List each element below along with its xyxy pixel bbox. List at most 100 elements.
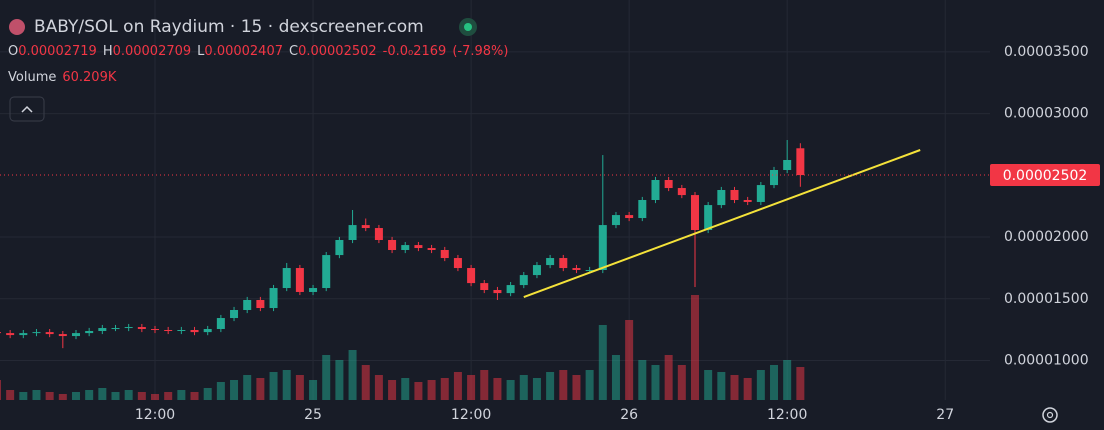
- candle-body: [335, 240, 344, 256]
- volume-bar: [467, 375, 476, 400]
- volume-legend: Volume 60.209K: [8, 70, 122, 85]
- volume-bar: [506, 380, 515, 400]
- trend-line: [523, 149, 921, 298]
- candle-body: [796, 148, 805, 176]
- x-tick-label: 26: [620, 407, 638, 423]
- candle-body: [664, 180, 673, 189]
- volume-bar: [177, 390, 186, 400]
- x-tick-label: 12:00: [135, 407, 175, 423]
- ohlc-legend: O0.00002719 H0.00002709 L0.00002407 C0.0000…: [8, 44, 514, 59]
- candle-body: [546, 258, 555, 266]
- candle-body: [388, 240, 397, 250]
- volume-bar: [32, 390, 41, 400]
- candle-body: [203, 329, 212, 333]
- volume-bar: [532, 378, 541, 400]
- volume-bar: [690, 295, 699, 400]
- candle-body: [690, 195, 699, 230]
- change: -0.0₀2169: [382, 44, 447, 59]
- volume-bar: [85, 390, 94, 400]
- y-tick-label: 0.00001500: [1004, 291, 1089, 307]
- candle-body: [783, 160, 792, 170]
- volume-bar: [295, 375, 304, 400]
- candle-body: [467, 268, 476, 284]
- candle-body: [743, 200, 752, 202]
- status-dot: [464, 23, 472, 31]
- candle-body: [309, 288, 318, 292]
- candle-body: [137, 327, 146, 330]
- candle-body: [177, 330, 186, 331]
- candle-body: [480, 283, 489, 290]
- volume-bar: [137, 392, 146, 400]
- volume-bar: [45, 392, 54, 400]
- l-value: 0.00002407: [204, 44, 283, 59]
- volume-bar: [440, 378, 449, 400]
- volume-bar: [664, 355, 673, 400]
- candle-body: [493, 290, 502, 294]
- candle-body: [598, 225, 607, 270]
- candle-body: [216, 318, 225, 330]
- y-tick-label: 0.00003500: [1004, 44, 1089, 60]
- last-price-label: 0.00002502: [1003, 168, 1088, 184]
- volume-bar: [203, 388, 212, 400]
- candle-body: [190, 330, 199, 333]
- volume-bar: [730, 375, 739, 400]
- volume-bar: [704, 370, 713, 400]
- settings-icon: [1046, 411, 1054, 419]
- candle-body: [506, 285, 515, 294]
- collapse-icon: [21, 105, 33, 113]
- candle-body: [453, 258, 462, 269]
- candle-body: [19, 333, 28, 336]
- volume-bar: [453, 372, 462, 400]
- x-tick-label: 12:00: [767, 407, 807, 423]
- candle-body: [111, 328, 120, 330]
- candle-body: [770, 170, 779, 186]
- volume-bar: [743, 378, 752, 400]
- volume-bar: [388, 380, 397, 400]
- volume-bar: [335, 360, 344, 400]
- volume-bar: [585, 370, 594, 400]
- volume-bar: [493, 378, 502, 400]
- volume-label: Volume: [8, 70, 57, 85]
- candle-body: [256, 300, 265, 309]
- candle-body: [611, 215, 620, 226]
- candle-body: [677, 188, 686, 196]
- volume-bar: [269, 372, 278, 400]
- volume-bar: [243, 375, 252, 400]
- candle-body: [625, 215, 634, 219]
- collapse-button[interactable]: [9, 96, 45, 122]
- candle-body: [374, 228, 383, 240]
- h-value: 0.00002709: [112, 44, 192, 59]
- candle-body: [414, 245, 423, 249]
- candle-body: [361, 225, 370, 229]
- h-label: H: [102, 44, 113, 59]
- volume-bar: [480, 370, 489, 400]
- candle-body: [85, 330, 94, 334]
- volume-bar: [638, 360, 647, 400]
- volume-bar: [322, 355, 331, 400]
- volume-bar: [230, 380, 239, 400]
- volume-bar: [6, 390, 15, 400]
- candle-body: [230, 310, 239, 319]
- candle-body: [282, 268, 291, 289]
- o-label: O: [8, 44, 19, 59]
- last-price-box: [990, 164, 1100, 187]
- volume-bar: [427, 380, 436, 400]
- candle-body: [243, 300, 252, 310]
- volume-bar: [282, 370, 291, 400]
- volume-bar: [0, 380, 1, 400]
- candle-body: [58, 334, 67, 337]
- volume-bar: [19, 392, 28, 400]
- candle-body: [295, 268, 304, 292]
- candle-body: [519, 275, 528, 286]
- volume-bar: [374, 375, 383, 400]
- volume-bar: [625, 320, 634, 400]
- candle-body: [559, 258, 568, 269]
- settings-button[interactable]: [1042, 407, 1058, 423]
- y-tick-label: 0.00003000: [1004, 106, 1089, 122]
- candle-body: [585, 270, 594, 271]
- volume-bar: [71, 392, 80, 400]
- volume-bar: [58, 394, 67, 400]
- volume-bar: [216, 382, 225, 400]
- volume-bar: [796, 367, 805, 400]
- volume-bar: [783, 360, 792, 400]
